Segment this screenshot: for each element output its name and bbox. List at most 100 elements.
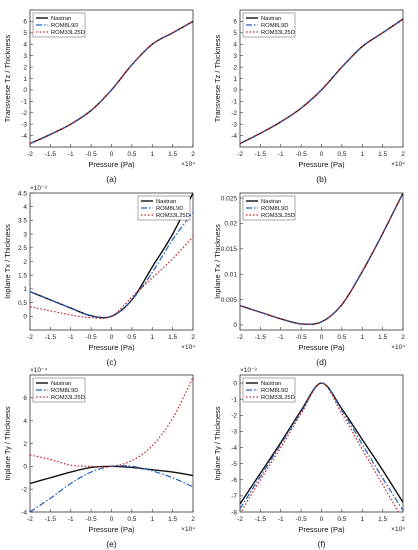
x-tick-label: 0.5 [337, 516, 346, 523]
y-tick-label: 0 [233, 322, 237, 329]
legend-entry: ROM8L9D [51, 23, 78, 29]
y-tick-label: 0.025 [221, 195, 238, 202]
x-tick-label: -0.5 [296, 334, 308, 341]
x-tick-label: 0 [110, 516, 114, 523]
x-tick-label: -1 [278, 151, 284, 158]
series-group [240, 193, 403, 326]
x-tick-label: -1.5 [255, 516, 267, 523]
x-tick-label: -1 [68, 334, 74, 341]
x-axis-label: Pressure (Pa) [298, 160, 345, 169]
x-tick-label: -2 [237, 516, 243, 523]
series-line-rom33l25d [240, 18, 403, 145]
x-tick-label: 0 [110, 151, 114, 158]
y-tick-label: 5 [23, 30, 27, 37]
y-tick-label: -2 [231, 110, 237, 117]
x-axis-label: Pressure (Pa) [298, 343, 345, 352]
series-line-rom33l25d [30, 20, 193, 145]
y-tick-label: 0 [233, 380, 237, 387]
y-tick-label: 1 [23, 286, 27, 293]
panel-label: (d) [316, 357, 327, 367]
series-line-rom8l9d [30, 211, 193, 319]
x-exponent: ×10⁴ [391, 526, 405, 533]
y-axis-label: Inplane Ty / Thickness [213, 406, 222, 481]
y-tick-label: 3 [233, 53, 237, 60]
legend-entry: ROM8L9D [261, 23, 288, 29]
x-tick-label: 0 [110, 334, 114, 341]
y-tick-label: -4 [21, 509, 27, 516]
y-tick-label: -1 [231, 396, 237, 403]
x-tick-label: -2 [27, 516, 33, 523]
x-tick-label: 0.5 [337, 151, 346, 158]
legend-entry: ROM8L9D [51, 388, 78, 394]
x-tick-label: 2 [191, 334, 195, 341]
legend-entry: Nastran [261, 16, 281, 22]
x-tick-label: 0 [320, 334, 324, 341]
x-exponent: ×10⁴ [181, 344, 195, 351]
y-tick-label: -2 [231, 413, 237, 420]
x-exponent: ×10⁴ [391, 344, 405, 351]
chart-panel-c: -2 -1.5 -1 -0.5 0 0.5 1 1.5 2 0 0.5 1 1.5 2 2.5 3 3.5 4 4.… [3, 185, 195, 367]
x-tick-label: -1 [68, 151, 74, 158]
legend-entry: ROM8L9D [156, 206, 183, 212]
y-tick-label: -5 [231, 461, 237, 468]
x-axis-label: Pressure (Pa) [88, 160, 135, 169]
y-axis-label: Transverse Tz / Thickness [3, 35, 12, 123]
x-tick-label: -0.5 [86, 334, 98, 341]
y-tick-label: -7 [231, 493, 237, 500]
y-tick-label: 4 [23, 204, 27, 211]
x-tick-label: 0 [320, 151, 324, 158]
y-exponent: ×10⁻⁴ [30, 367, 47, 374]
y-tick-label: 5 [233, 30, 237, 37]
x-tick-label: 0.5 [127, 151, 136, 158]
panel-label: (b) [316, 174, 327, 184]
legend-entry: ROM33L25D [261, 213, 295, 219]
x-tick-label: -1.5 [255, 151, 267, 158]
y-tick-label: 2 [23, 441, 27, 448]
legend-entry: ROM33L25D [156, 213, 190, 219]
x-tick-label: -0.5 [296, 151, 308, 158]
legend-entry: ROM8L9D [261, 206, 288, 212]
series-line-nastran [30, 20, 193, 145]
legend-entry: Nastran [156, 199, 176, 205]
y-tick-label: 0.015 [221, 246, 238, 253]
x-tick-label: 1.5 [168, 516, 177, 523]
panel-label: (f) [317, 539, 325, 549]
x-exponent: ×10⁴ [391, 161, 405, 168]
x-tick-label: 1 [360, 334, 364, 341]
series-group [30, 193, 193, 319]
x-tick-label: 2 [401, 334, 405, 341]
panel-label: (a) [106, 174, 117, 184]
y-axis-label: Inplane Tx / Thickness [213, 224, 222, 299]
legend-entry: ROM33L25D [261, 395, 295, 401]
x-tick-label: 0.5 [127, 334, 136, 341]
series-group [30, 377, 193, 512]
x-tick-label: -2 [237, 334, 243, 341]
x-tick-label: -2 [27, 334, 33, 341]
y-tick-label: -4 [231, 133, 237, 140]
y-tick-label: 4 [23, 418, 27, 425]
x-tick-label: -1.5 [45, 334, 57, 341]
chart-panel-a: -2 -1.5 -1 -0.5 0 0.5 1 1.5 2 -4 -3 -2 -1 0 1 2 3 4 5 6 ×10⁴… [3, 9, 195, 184]
legend-entry: Nastran [261, 381, 281, 387]
series-line-rom8l9d [30, 465, 193, 512]
chart-panel-b: -2 -1.5 -1 -0.5 0 0.5 1 1.5 2 -4 -3 -2 -1 0 1 2 3 4 5 6 ×10⁴… [213, 9, 405, 184]
series-line-rom33l25d [30, 236, 193, 319]
panel-label: (c) [107, 357, 117, 367]
x-tick-label: -0.5 [86, 516, 98, 523]
x-tick-label: 1 [360, 516, 364, 523]
y-tick-label: -3 [21, 121, 27, 128]
series-line-nastran [240, 18, 403, 145]
x-tick-label: -1 [68, 516, 74, 523]
y-tick-label: 6 [23, 19, 27, 26]
x-tick-label: -1 [278, 516, 284, 523]
y-tick-label: 2 [233, 64, 237, 71]
y-tick-label: -2 [21, 486, 27, 493]
y-tick-label: 2 [23, 64, 27, 71]
chart-panel-e: -2 -1.5 -1 -0.5 0 0.5 1 1.5 2-4-20246×10⁴×10⁻⁴Pr… [3, 367, 195, 549]
y-tick-label: 6 [23, 395, 27, 402]
x-tick-label: 0 [320, 516, 324, 523]
